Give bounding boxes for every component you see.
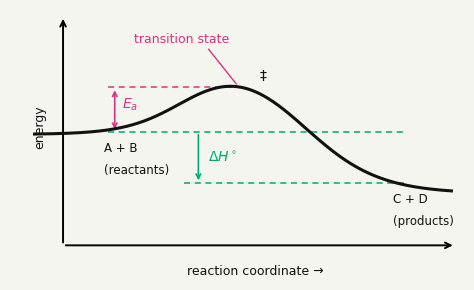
Text: $E_a$: $E_a$ xyxy=(122,97,138,113)
Text: (products): (products) xyxy=(393,215,454,228)
Text: reaction coordinate →: reaction coordinate → xyxy=(187,265,323,278)
Text: energy: energy xyxy=(33,105,46,149)
Text: transition state: transition state xyxy=(134,33,229,46)
Text: ‡: ‡ xyxy=(260,68,267,83)
Text: $\Delta H^\circ$: $\Delta H^\circ$ xyxy=(208,150,237,165)
Text: C + D: C + D xyxy=(393,193,428,206)
Text: A + B: A + B xyxy=(104,142,138,155)
Text: (reactants): (reactants) xyxy=(104,164,170,177)
